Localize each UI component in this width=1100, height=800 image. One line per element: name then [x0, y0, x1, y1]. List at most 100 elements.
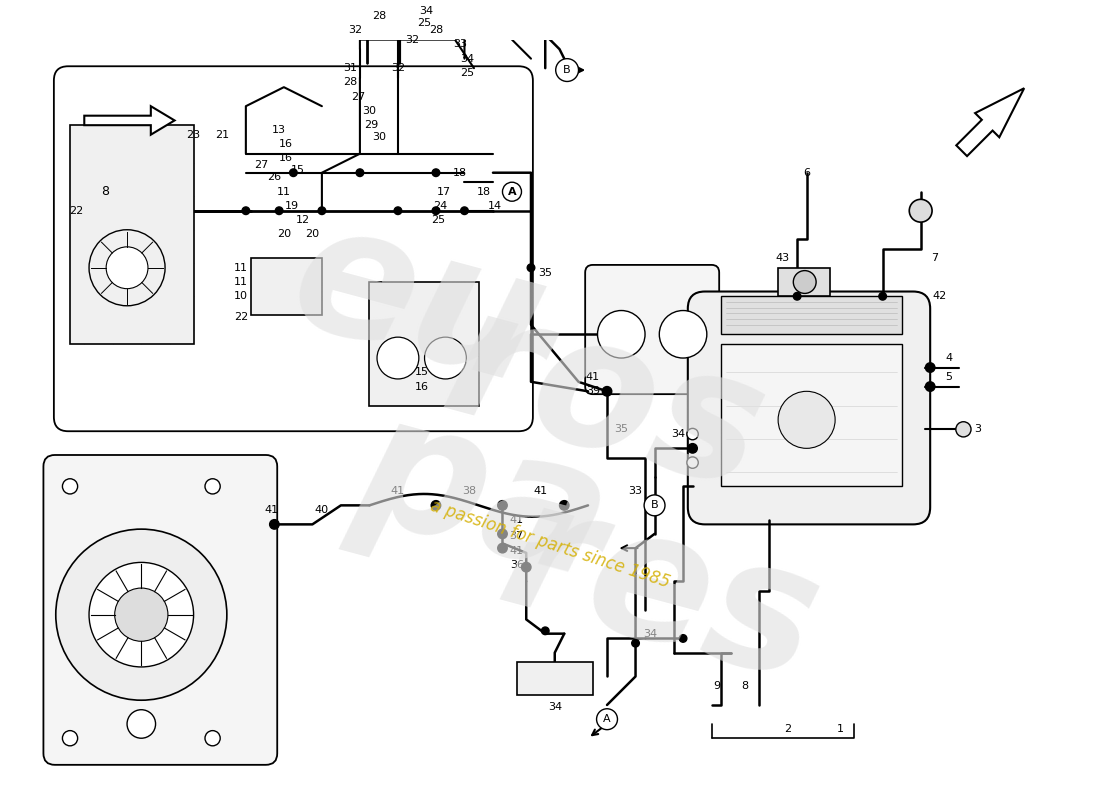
Circle shape: [925, 362, 935, 372]
Text: 37: 37: [509, 530, 524, 541]
Text: 2: 2: [784, 724, 791, 734]
Circle shape: [431, 501, 441, 510]
Circle shape: [114, 588, 168, 642]
Text: 27: 27: [254, 160, 268, 170]
Text: 40: 40: [315, 505, 329, 515]
FancyBboxPatch shape: [585, 265, 719, 394]
Circle shape: [422, 17, 430, 25]
Text: 35: 35: [614, 424, 628, 434]
Text: 38: 38: [462, 486, 476, 496]
Circle shape: [503, 182, 521, 202]
Circle shape: [631, 639, 639, 647]
Text: 36: 36: [509, 560, 524, 570]
Text: 24: 24: [433, 201, 448, 211]
Text: 34: 34: [642, 629, 657, 638]
Text: 25: 25: [460, 68, 474, 78]
Text: 20: 20: [306, 230, 319, 239]
Circle shape: [461, 207, 469, 214]
Text: 4: 4: [946, 353, 953, 363]
Text: eu: eu: [274, 186, 562, 422]
Circle shape: [275, 207, 283, 214]
Text: pa: pa: [340, 378, 628, 614]
Circle shape: [128, 710, 155, 738]
Circle shape: [497, 529, 507, 538]
Circle shape: [394, 207, 402, 214]
Circle shape: [461, 17, 469, 25]
Circle shape: [688, 443, 697, 453]
Text: 34: 34: [548, 702, 562, 712]
Circle shape: [556, 58, 579, 82]
Text: 6: 6: [803, 168, 810, 178]
Text: 12: 12: [296, 215, 310, 226]
Text: 14: 14: [487, 201, 502, 211]
Circle shape: [432, 207, 440, 214]
Text: res: res: [483, 466, 837, 718]
Circle shape: [242, 207, 250, 214]
Text: 41: 41: [585, 372, 600, 382]
Text: 27: 27: [351, 92, 365, 102]
Text: 29: 29: [364, 120, 378, 130]
Circle shape: [497, 543, 507, 553]
Bar: [722, 344, 902, 486]
Circle shape: [56, 529, 227, 700]
FancyBboxPatch shape: [688, 291, 931, 524]
Circle shape: [541, 627, 549, 634]
Circle shape: [597, 310, 645, 358]
Text: 30: 30: [372, 131, 386, 142]
Circle shape: [63, 478, 78, 494]
Text: 43: 43: [776, 254, 790, 263]
Circle shape: [680, 634, 686, 642]
Circle shape: [432, 169, 440, 177]
Text: 20: 20: [277, 230, 290, 239]
Polygon shape: [85, 106, 175, 134]
Text: 16: 16: [278, 154, 293, 163]
Text: B: B: [651, 500, 659, 510]
Text: 25: 25: [431, 215, 444, 226]
Text: 33: 33: [453, 39, 466, 50]
Text: 3: 3: [975, 424, 981, 434]
Bar: [70, 125, 194, 344]
Circle shape: [205, 730, 220, 746]
Text: 22: 22: [69, 206, 84, 216]
Text: 23: 23: [187, 130, 200, 140]
Text: 16: 16: [278, 139, 293, 149]
Text: 16: 16: [415, 382, 429, 391]
Text: 15: 15: [292, 165, 305, 175]
Circle shape: [879, 293, 887, 300]
FancyBboxPatch shape: [43, 455, 277, 765]
Circle shape: [925, 382, 935, 391]
Circle shape: [910, 199, 932, 222]
Circle shape: [89, 230, 165, 306]
Circle shape: [659, 310, 707, 358]
Text: ros: ros: [428, 274, 782, 526]
Text: 25: 25: [418, 18, 431, 27]
Text: 26: 26: [267, 173, 282, 182]
Text: 33: 33: [628, 486, 642, 496]
Circle shape: [778, 391, 835, 448]
Text: 9: 9: [713, 681, 719, 691]
Text: 18: 18: [452, 168, 466, 178]
Text: 41: 41: [509, 514, 524, 525]
Circle shape: [521, 562, 531, 572]
Circle shape: [205, 478, 220, 494]
Circle shape: [686, 428, 698, 440]
Circle shape: [106, 247, 148, 289]
Circle shape: [560, 501, 569, 510]
Text: 22: 22: [234, 312, 249, 322]
Text: 28: 28: [429, 25, 443, 35]
Text: 31: 31: [343, 63, 358, 73]
Circle shape: [425, 337, 466, 379]
Text: 34: 34: [671, 429, 685, 439]
Circle shape: [377, 337, 419, 379]
Text: 41: 41: [509, 546, 524, 556]
Text: 21: 21: [214, 130, 229, 140]
Text: 28: 28: [372, 11, 386, 21]
Text: 32: 32: [348, 25, 362, 35]
Text: 34: 34: [460, 54, 474, 64]
Text: 34: 34: [419, 6, 433, 16]
Circle shape: [645, 495, 665, 516]
Text: 32: 32: [405, 34, 419, 45]
Bar: [722, 296, 902, 334]
Text: 11: 11: [277, 186, 290, 197]
Text: 30: 30: [362, 106, 376, 116]
